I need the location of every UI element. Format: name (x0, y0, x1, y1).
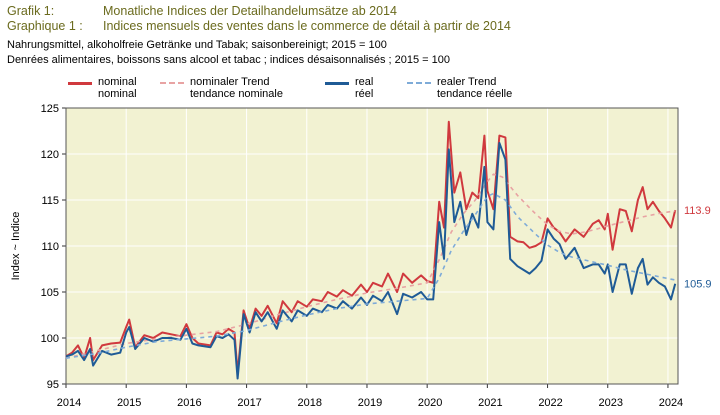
title-de-text: Monatliche Indices der Detailhandelumsät… (103, 4, 397, 18)
legend-swatch-nominal (68, 82, 92, 85)
title-fr-text: Indices mensuels des ventes dans le comm… (103, 19, 511, 33)
y-axis-label: Index ~ Indice (10, 212, 22, 281)
x-tick-label: 2014 (57, 397, 81, 409)
x-tick-label: 2019 (358, 397, 382, 409)
end-label-nominal: 113.9 (684, 205, 711, 217)
series-line-1 (65, 173, 676, 359)
y-tick-label: 125 (41, 103, 59, 115)
x-tick-label: 2016 (177, 397, 201, 409)
y-tick-label: 115 (41, 195, 59, 207)
legend-label-fr: réel (355, 88, 374, 100)
legend-label-fr: tendance réelle (437, 88, 513, 100)
x-tick-label: 2017 (237, 397, 261, 409)
legend-swatch-nominal-trend (160, 82, 184, 84)
title-fr: Graphique 1 : Indices mensuels des ventes… (7, 19, 511, 33)
x-tick-label: 2015 (117, 397, 141, 409)
plot-frame (65, 107, 679, 385)
legend-label-fr: tendance nominale (190, 88, 283, 100)
x-tick-label: 2020 (418, 397, 442, 409)
series-line-3 (65, 192, 676, 359)
y-tick-label: 100 (41, 333, 59, 345)
legend-label-de: nominaler Trend (190, 76, 270, 88)
y-tick-label: 95 (47, 379, 59, 391)
series-line-2 (65, 142, 677, 380)
y-tick-label: 105 (41, 287, 59, 299)
x-tick-label: 2023 (599, 397, 623, 409)
series-line-0 (65, 120, 677, 374)
title-de-label: Grafik 1: (7, 4, 55, 18)
legend-swatch-real-trend (407, 82, 431, 84)
x-tick-label: 2022 (538, 397, 562, 409)
title-fr-label: Graphique 1 : (7, 19, 83, 33)
x-tick-label: 2018 (298, 397, 322, 409)
legend-label-de: nominal (98, 76, 137, 88)
legend-swatch-real (325, 82, 349, 85)
x-tick-label: 2024 (659, 397, 683, 409)
subtitle-fr: Denrées alimentaires, boissons sans alco… (7, 54, 451, 66)
title-de: Grafik 1: Monatliche Indices der Detailha… (7, 4, 397, 18)
subtitle-de: Nahrungsmittel, alkoholfreie Getränke un… (7, 39, 387, 51)
x-tick-label: 2021 (478, 397, 502, 409)
y-tick-label: 110 (41, 241, 59, 253)
end-label-real: 105.9 (684, 279, 712, 291)
legend-label-de: realer Trend (437, 76, 497, 88)
y-tick-label: 120 (41, 149, 59, 161)
legend-label-de: real (355, 76, 374, 88)
legend-label-fr: nominal (98, 88, 137, 100)
